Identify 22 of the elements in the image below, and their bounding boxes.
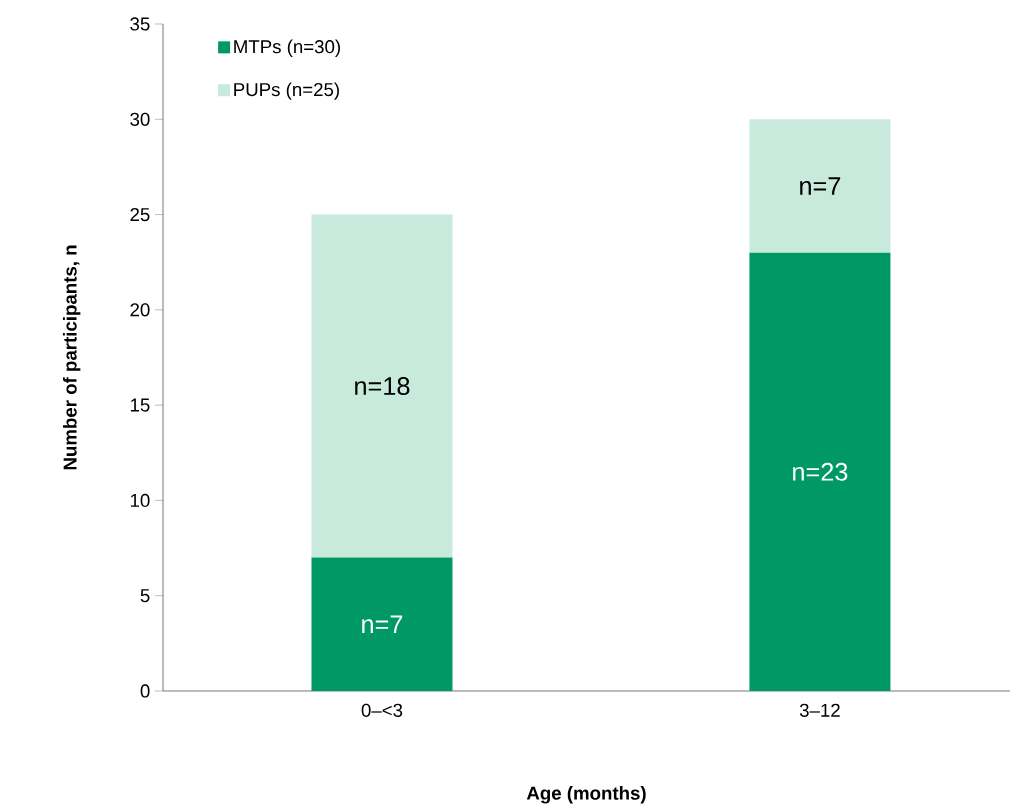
y-tick-label: 30 bbox=[130, 112, 150, 126]
y-tick-label: 0 bbox=[140, 684, 150, 698]
y-tick-label: 20 bbox=[130, 303, 150, 317]
y-tick-label: 10 bbox=[130, 493, 150, 508]
x-tick-label: 0–<3 bbox=[361, 703, 403, 717]
data-label: n=7 bbox=[800, 177, 841, 195]
legend-label: PUPs (n=25) bbox=[234, 82, 339, 100]
y-tick-label: 15 bbox=[130, 398, 150, 412]
bar bbox=[311, 214, 453, 558]
bar bbox=[749, 119, 891, 253]
data-label: n=23 bbox=[793, 462, 848, 481]
data-label: n=18 bbox=[355, 377, 410, 396]
data-label: n=7 bbox=[362, 615, 403, 633]
y-tick-label: 25 bbox=[130, 207, 150, 222]
y-tick-label: 5 bbox=[140, 589, 150, 603]
x-axis-title: Age (months) bbox=[526, 786, 646, 804]
legend-label: MTPs (n=30) bbox=[234, 39, 340, 57]
x-tick-label: 3–12 bbox=[799, 703, 840, 717]
y-tick-label: 35 bbox=[130, 17, 150, 31]
bar bbox=[311, 557, 453, 691]
y-axis-title: Number of participants, n bbox=[62, 245, 81, 470]
bar bbox=[749, 252, 891, 691]
